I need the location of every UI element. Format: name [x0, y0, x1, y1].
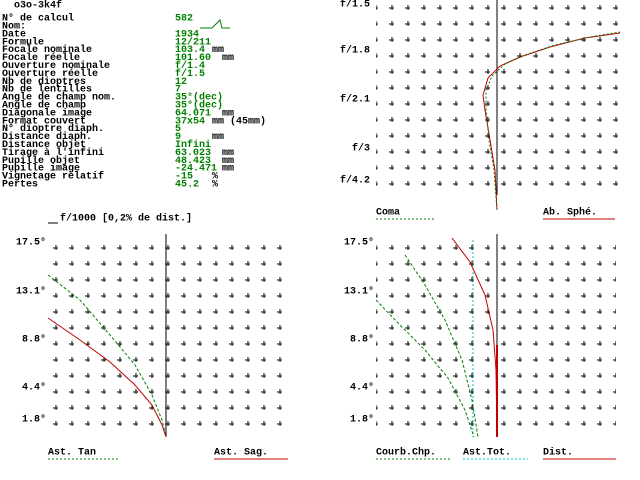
param-label: Distance objet — [2, 139, 86, 151]
param-value: 582 — [175, 14, 193, 25]
y-tick-label: 8.8° — [22, 334, 46, 346]
title: o3o-3k4f — [14, 0, 62, 12]
param-label: Date — [2, 29, 26, 40]
grid — [48, 234, 288, 437]
param-label: Format couvert — [2, 116, 86, 127]
param-label: Ouverture réelle — [2, 68, 98, 80]
param-label: Diagonale image — [2, 107, 92, 119]
param-value: 35°(dec) — [175, 100, 223, 112]
y-tick-label: 17.5° — [344, 237, 374, 249]
param-value: 7 — [175, 85, 181, 96]
param-unit: mm — [222, 164, 234, 175]
param-value: 12 — [175, 77, 187, 88]
param-value: f/1.4 — [175, 60, 205, 72]
param-value: 37x54 — [175, 116, 205, 127]
param-value: 35°(dec) — [175, 92, 223, 104]
y-tick-label: 1.8° — [350, 414, 374, 426]
curve — [404, 254, 479, 438]
grid — [376, 0, 620, 195]
param-unit: mm — [212, 45, 224, 56]
param-value: f/1.5 — [175, 68, 205, 80]
name-logo — [200, 19, 230, 29]
param-label: Vignetage relatif — [2, 171, 104, 183]
curve — [451, 237, 498, 438]
param-unit: mm — [212, 132, 224, 143]
param-unit: mm — [222, 148, 234, 159]
param-value: -15 — [175, 172, 193, 183]
param-label: Angle de champ — [2, 100, 86, 112]
param-label: Ouverture nominale — [2, 60, 110, 72]
curve — [482, 32, 621, 211]
param-label: Nb de lentilles — [2, 84, 92, 96]
param-label: Pupille image — [2, 163, 80, 175]
param-label: N° dioptre diaph. — [2, 123, 104, 135]
param-label: Tirage à l'infini — [2, 147, 104, 159]
param-label: Distance diaph. — [2, 131, 92, 143]
y-tick-label: 13.1° — [344, 286, 374, 298]
param-value: -24.471 — [175, 164, 217, 175]
param-value: 64.071 — [175, 108, 211, 119]
param-label: Nb de dioptres — [2, 76, 86, 88]
param-label: Focale nominale — [2, 44, 92, 56]
curve — [47, 274, 167, 438]
y-tick-label: 8.8° — [350, 334, 374, 346]
param-unit: % — [212, 180, 218, 191]
legend-label: Courb.Chp. — [376, 447, 436, 459]
legend-label: Ast. Sag. — [214, 448, 268, 459]
legend-label: Ast. Tan — [48, 448, 96, 459]
scale-note: f/1000 [0,2% de dist.] — [60, 213, 192, 225]
param-unit: % — [212, 172, 218, 183]
legend-label: Ab. Sphé. — [543, 207, 597, 219]
param-value: 103.4 — [175, 45, 205, 56]
param-value: 101.60 — [175, 53, 211, 64]
param-label: Angle de champ nom. — [2, 92, 116, 104]
y-tick-label: f/4.2 — [340, 175, 370, 187]
y-tick-label: 13.1° — [16, 286, 46, 298]
param-label: Pupille objet — [2, 155, 80, 167]
param-value: 1934 — [175, 29, 199, 40]
y-tick-label: f/2.1 — [340, 94, 370, 106]
param-value: 63.023 — [175, 148, 211, 159]
param-unit: mm (45mm) — [212, 115, 266, 127]
y-tick-label: 4.4° — [22, 382, 46, 394]
param-value: 5 — [175, 124, 181, 135]
param-value: 48.423 — [175, 156, 211, 167]
y-tick-label: 4.4° — [350, 382, 374, 394]
param-unit: mm — [222, 156, 234, 167]
param-label: Formule — [2, 36, 44, 48]
curve — [485, 31, 621, 211]
param-value: Infini — [175, 139, 211, 151]
param-label: Pertes — [2, 180, 38, 191]
param-value: 45.2 — [175, 180, 199, 191]
param-label: N° de calcul — [2, 13, 74, 25]
param-label: Focale réelle — [2, 52, 80, 64]
y-tick-label: f/1.5 — [340, 0, 370, 11]
param-unit: mm — [222, 53, 234, 64]
param-value: 9 — [175, 132, 181, 143]
param-value: 12/211 — [175, 36, 211, 48]
curve — [47, 317, 167, 438]
legend-label: Dist. — [543, 447, 573, 459]
parameters: N° de calcul 582 Nom:Date 1934 Formule 12/211… — [2, 13, 266, 191]
y-tick-label: f/1.8 — [340, 45, 370, 57]
y-tick-label: 17.5° — [16, 237, 46, 249]
y-tick-label: 1.8° — [22, 414, 46, 426]
legend-label: Coma — [376, 208, 400, 219]
param-unit: mm — [222, 108, 234, 119]
curve — [375, 299, 475, 438]
legend-label: Ast.Tot. — [463, 448, 511, 459]
plot-labels: f/1.5 f/1.8 f/2.1 f/3 f/4.2 Coma Ab. Sphé. 17.5… — [16, 0, 616, 460]
param-label: Nom: — [2, 22, 26, 33]
y-tick-label: f/3 — [352, 143, 370, 155]
